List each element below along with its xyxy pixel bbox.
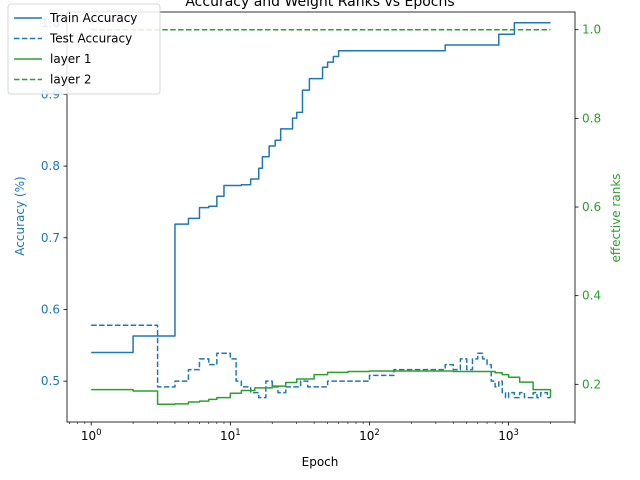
left-tick-label: 0.8 [41,159,60,173]
right-tick-label: 0.8 [582,111,601,125]
right-tick-label: 0.2 [582,377,601,391]
right-axis-label: effective ranks [609,173,623,262]
x-tick-label: 101 [220,428,241,443]
series-line-test-accuracy [91,324,551,399]
legend: Train Accuracy Test Accuracy layer 1 layer … [7,3,161,95]
right-tick-label: 0.6 [582,200,601,214]
series-line-train-accuracy [91,22,551,354]
legend-entry-label: layer 2 [50,73,92,87]
legend-entry-label: Train Accuracy [49,11,137,25]
axes: 1001011021030.50.60.70.80.91.00.20.40.60… [41,11,601,443]
chart-title: Accuracy and Weight Ranks vs Epochs [185,0,454,10]
right-tick-label: 1.0 [582,23,601,37]
legend-entry-label: Test Accuracy [49,32,132,46]
left-tick-label: 0.5 [41,374,60,388]
x-axis-label: Epoch [302,455,339,469]
plot-frame [66,11,576,423]
x-tick-label: 100 [81,428,102,443]
legend-box [7,3,161,95]
left-tick-label: 0.6 [41,302,60,316]
x-tick-label: 103 [498,428,519,443]
x-tick-label: 102 [359,428,380,443]
right-tick-label: 0.4 [582,289,601,303]
left-tick-label: 0.7 [41,231,60,245]
left-axis-label: Accuracy (%) [13,176,27,255]
legend-entry-label: layer 1 [50,52,92,66]
series-line-layer-1 [91,370,552,406]
plot-lines [91,22,552,406]
